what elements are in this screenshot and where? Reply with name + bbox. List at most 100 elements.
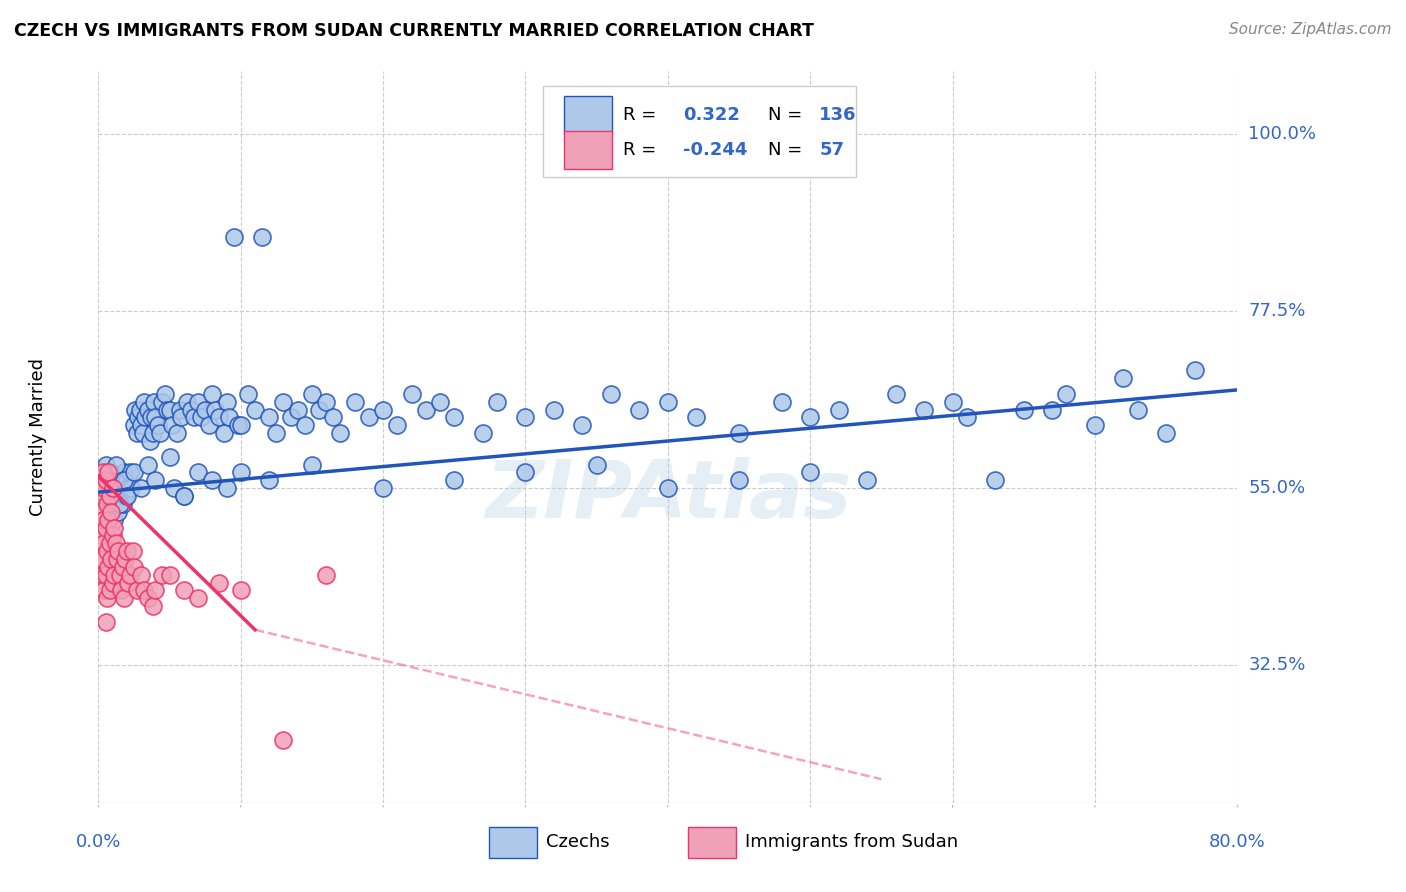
Point <box>190 410 212 425</box>
FancyBboxPatch shape <box>543 86 856 178</box>
Point <box>98 489 121 503</box>
Point <box>103 520 125 534</box>
Point <box>204 402 226 417</box>
Point <box>1040 402 1063 417</box>
Point <box>132 394 155 409</box>
Point <box>141 599 163 614</box>
Point <box>657 481 679 495</box>
Point <box>96 591 118 606</box>
Text: N =: N = <box>768 141 803 159</box>
Point <box>132 583 155 598</box>
Point <box>443 473 465 487</box>
Point <box>1012 402 1035 417</box>
Point <box>600 387 623 401</box>
Point <box>145 410 167 425</box>
Point <box>108 567 131 582</box>
Text: Currently Married: Currently Married <box>30 358 48 516</box>
Point <box>136 591 159 606</box>
Point <box>1184 363 1206 377</box>
Text: 57: 57 <box>820 141 845 159</box>
Point <box>198 418 221 433</box>
Point <box>125 583 148 598</box>
Point <box>111 497 134 511</box>
Point <box>1112 371 1135 385</box>
Point <box>114 489 136 503</box>
Point <box>129 418 152 433</box>
Point <box>280 410 302 425</box>
Point <box>373 481 395 495</box>
Point <box>107 544 129 558</box>
Point <box>515 410 537 425</box>
Point <box>128 402 150 417</box>
Point <box>236 387 259 401</box>
Point <box>173 489 195 503</box>
Point <box>471 426 494 441</box>
Point <box>176 394 198 409</box>
Text: Czechs: Czechs <box>546 833 610 851</box>
Point <box>121 544 143 558</box>
Point <box>243 402 266 417</box>
Point <box>156 402 179 417</box>
Point <box>96 544 118 558</box>
Point <box>122 559 145 574</box>
Point <box>401 387 423 401</box>
Point <box>97 473 120 487</box>
FancyBboxPatch shape <box>689 827 737 858</box>
Point <box>152 567 174 582</box>
Point <box>571 418 593 433</box>
Point <box>170 410 193 425</box>
Point <box>94 567 117 582</box>
Point <box>108 497 131 511</box>
FancyBboxPatch shape <box>564 131 612 169</box>
Point <box>942 394 965 409</box>
Point <box>301 387 323 401</box>
Point <box>657 394 679 409</box>
Point <box>387 418 409 433</box>
Point <box>159 450 181 464</box>
Point <box>122 418 145 433</box>
Point <box>201 387 224 401</box>
Point <box>308 402 330 417</box>
Point <box>93 583 115 598</box>
Point <box>117 575 139 590</box>
Point <box>118 567 141 582</box>
Point <box>90 552 112 566</box>
Point <box>1154 426 1177 441</box>
Point <box>110 473 132 487</box>
Point <box>98 505 121 519</box>
Point <box>357 410 380 425</box>
Point <box>152 394 174 409</box>
Point <box>226 418 249 433</box>
Point <box>429 394 451 409</box>
Text: R =: R = <box>623 106 657 124</box>
Point <box>114 552 136 566</box>
Point <box>159 567 181 582</box>
Text: -0.244: -0.244 <box>683 141 747 159</box>
Point <box>91 513 114 527</box>
Point <box>543 402 565 417</box>
Point <box>294 418 316 433</box>
Point <box>770 394 793 409</box>
Point <box>124 402 146 417</box>
Point <box>799 410 821 425</box>
Point <box>90 505 112 519</box>
Point <box>108 481 131 495</box>
Point <box>486 394 509 409</box>
Point <box>101 497 124 511</box>
Point <box>138 434 160 448</box>
Point <box>229 418 252 433</box>
Point <box>89 489 111 503</box>
Point <box>273 394 295 409</box>
Point <box>94 473 117 487</box>
Point <box>112 473 135 487</box>
Point <box>685 410 707 425</box>
Point <box>115 544 138 558</box>
Point <box>208 575 231 590</box>
Point <box>183 410 205 425</box>
Point <box>250 229 273 244</box>
Point <box>136 402 159 417</box>
Text: 136: 136 <box>820 106 856 124</box>
Point <box>155 387 177 401</box>
Point <box>141 426 163 441</box>
Point <box>117 481 139 495</box>
